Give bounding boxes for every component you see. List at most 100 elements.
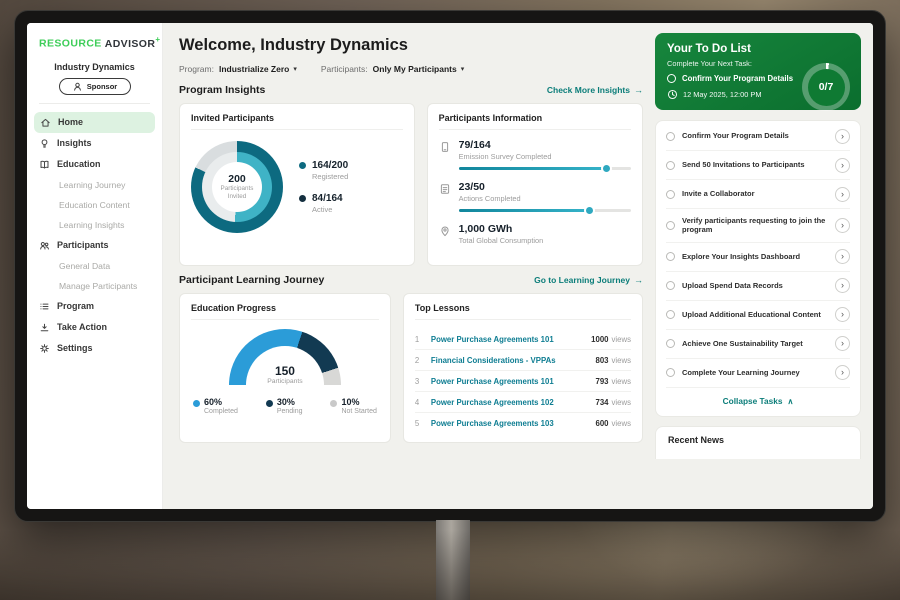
participants-information-card: Participants Information 79/164 Emission… — [426, 103, 643, 266]
lesson-title-link[interactable]: Power Purchase Agreements 103 — [430, 418, 554, 428]
lesson-title-link[interactable]: Power Purchase Agreements 101 — [430, 334, 554, 344]
views-label: views — [611, 418, 632, 428]
logo-text-resource: RESOURCE — [39, 37, 102, 50]
chevron-right-icon[interactable] — [835, 365, 850, 380]
lesson-title-link[interactable]: Power Purchase Agreements 102 — [430, 397, 554, 407]
checkbox-icon[interactable] — [666, 368, 675, 377]
info-row-actions: 23/50 Actions Completed — [439, 181, 631, 214]
sidebar-item-take-action[interactable]: Take Action — [27, 317, 162, 338]
checkbox-icon[interactable] — [666, 339, 675, 348]
checkbox-icon[interactable] — [666, 131, 675, 141]
bulb-icon — [39, 138, 50, 149]
sidebar-item-manage-participants[interactable]: Manage Participants — [27, 276, 162, 296]
todo-title: Your To Do List — [667, 43, 751, 55]
blue-dot-icon — [193, 399, 200, 407]
legend-completed: 60% Completed — [193, 397, 238, 415]
logo-text-advisor: ADVISOR — [104, 37, 156, 50]
collapse-label: Collapse Tasks — [722, 395, 783, 406]
page-title: Welcome, Industry Dynamics — [179, 36, 408, 54]
checkbox-icon[interactable] — [666, 189, 675, 199]
progress-fill — [458, 207, 593, 214]
todo-subtitle: Complete Your Next Task: — [667, 59, 752, 68]
sidebar-item-learning-insights[interactable]: Learning Insights — [27, 215, 162, 235]
checkbox-icon[interactable] — [666, 310, 675, 319]
consumption-label: Total Global Consumption — [458, 236, 544, 245]
app-logo: RESOURCE ADVISOR+ — [27, 33, 162, 56]
program-select[interactable]: Program: Industrialize Zero — [179, 64, 297, 74]
gauge-value: 150 — [274, 364, 295, 378]
sidebar-item-insights[interactable]: Insights — [27, 133, 162, 154]
sidebar-item-program[interactable]: Program — [27, 296, 162, 317]
task-label: Upload Additional Educational Content — [682, 309, 821, 319]
participants-label: Participants: — [320, 64, 368, 74]
participants-value: Only My Participants — [372, 64, 457, 74]
chevron-right-icon[interactable] — [835, 128, 850, 144]
sponsor-badge: Sponsor — [58, 77, 131, 95]
insights-cards-row: Invited Participants 200 Participants In… — [179, 103, 643, 266]
task-item[interactable]: Complete Your Learning Journey — [666, 359, 850, 388]
recent-news-card[interactable]: Recent News — [655, 425, 861, 459]
task-item[interactable]: Confirm Your Program Details — [666, 122, 850, 151]
sidebar-item-education-content[interactable]: Education Content — [27, 195, 162, 215]
actions-value: 23/50 — [458, 181, 485, 193]
lesson-rank: 4 — [414, 397, 420, 407]
chevron-right-icon[interactable] — [835, 307, 850, 322]
sidebar-item-home[interactable]: Home — [34, 111, 155, 133]
info-row-consumption: 1,000 GWh Total Global Consumption — [439, 223, 631, 245]
donut-center: 200 Participants Invited — [212, 162, 262, 212]
views-label: views — [611, 397, 632, 407]
chevron-right-icon[interactable] — [835, 157, 850, 173]
task-item[interactable]: Achieve One Sustainability Target — [666, 330, 850, 359]
task-item[interactable]: Invite a Collaborator — [666, 180, 850, 209]
person-icon — [72, 81, 83, 92]
chevron-right-icon[interactable] — [835, 249, 850, 264]
sidebar-item-general-data[interactable]: General Data — [27, 256, 162, 276]
lesson-title-link[interactable]: Power Purchase Agreements 101 — [430, 376, 554, 386]
chevron-right-icon[interactable] — [835, 336, 850, 351]
survey-value: 79/164 — [458, 139, 491, 151]
task-item[interactable]: Upload Spend Data Records — [666, 272, 850, 301]
views-count: 803 — [595, 355, 609, 365]
task-item[interactable]: Explore Your Insights Dashboard — [666, 243, 850, 272]
views-label: views — [611, 376, 632, 386]
sidebar-item-label: Home — [58, 117, 84, 127]
legend-value: 60% — [204, 397, 223, 407]
task-label: Upload Spend Data Records — [682, 280, 783, 290]
chevron-right-icon[interactable] — [835, 217, 850, 233]
gauge-label: Participants — [267, 378, 303, 385]
checkbox-icon[interactable] — [666, 281, 675, 290]
learning-journey-header: Participant Learning Journey Go to Learn… — [179, 274, 643, 286]
sidebar-item-label: General Data — [59, 260, 111, 271]
recent-news-title: Recent News — [668, 434, 725, 445]
checkbox-icon[interactable] — [666, 160, 675, 170]
sidebar-item-education[interactable]: Education — [27, 154, 162, 175]
go-to-learning-journey-link[interactable]: Go to Learning Journey — [534, 275, 643, 285]
checkbox-icon[interactable] — [667, 74, 676, 83]
sidebar-item-learning-journey[interactable]: Learning Journey — [27, 175, 162, 195]
chevron-right-icon[interactable] — [835, 186, 850, 202]
main-area: Welcome, Industry Dynamics Program: Indu… — [163, 23, 873, 509]
sidebar-item-label: Program — [57, 301, 95, 311]
task-item[interactable]: Verify participants requesting to join t… — [666, 209, 850, 243]
lesson-rank: 1 — [414, 334, 420, 344]
task-item[interactable]: Upload Additional Educational Content — [666, 301, 850, 330]
task-label: Verify participants requesting to join t… — [682, 215, 826, 235]
next-task-row[interactable]: Confirm Your Program Details — [667, 74, 797, 83]
chevron-right-icon[interactable] — [835, 278, 850, 293]
checkbox-icon[interactable] — [666, 220, 675, 230]
lesson-title-link[interactable]: Financial Considerations - VPPAs — [430, 355, 556, 365]
sidebar-item-label: Insights — [57, 138, 92, 148]
sidebar-item-settings[interactable]: Settings — [27, 338, 162, 359]
task-item[interactable]: Send 50 Invitations to Participants — [666, 151, 850, 180]
lesson-row: 5 Power Purchase Agreements 103 600 views — [415, 413, 631, 433]
org-name: Industry Dynamics — [54, 61, 135, 72]
sidebar-item-label: Education — [57, 159, 101, 169]
checkbox-icon[interactable] — [666, 252, 675, 261]
collapse-tasks-link[interactable]: Collapse Tasks — [666, 388, 850, 415]
check-more-insights-link[interactable]: Check More Insights — [547, 85, 643, 95]
task-label: Confirm Your Program Details — [682, 131, 789, 141]
participants-select[interactable]: Participants: Only My Participants — [321, 64, 464, 74]
sidebar-item-participants[interactable]: Participants — [27, 235, 162, 256]
desk-shadow — [0, 530, 900, 600]
